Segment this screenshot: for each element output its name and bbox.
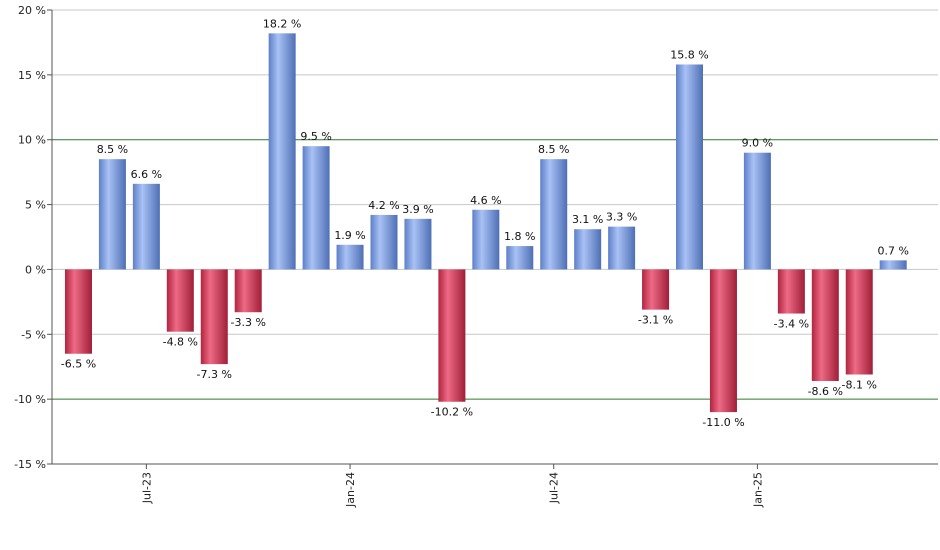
y-tick-label: -10 %	[14, 393, 46, 406]
data-label: -11.0 %	[702, 416, 744, 429]
data-label: 8.5 %	[538, 143, 569, 156]
data-label: 0.7 %	[877, 244, 908, 257]
bar-positive	[540, 159, 568, 270]
data-label: -7.3 %	[197, 368, 232, 381]
data-label: 1.8 %	[504, 230, 535, 243]
data-label: -3.4 %	[774, 318, 809, 331]
bar-positive	[268, 33, 296, 270]
data-label: 15.8 %	[670, 48, 708, 61]
data-label: 3.9 %	[402, 203, 433, 216]
x-tick-label: Jan-25	[751, 472, 764, 508]
bar-negative	[709, 269, 737, 413]
data-label: -8.6 %	[808, 385, 843, 398]
y-tick-label: 10 %	[18, 134, 46, 147]
bar-negative	[166, 269, 194, 332]
y-tick-label: 5 %	[25, 199, 46, 212]
x-tick-label: Jul-24	[548, 472, 561, 504]
bar-positive	[743, 152, 771, 270]
bar-layer	[64, 33, 907, 413]
bar-negative	[64, 269, 92, 354]
data-label: 6.6 %	[131, 168, 162, 181]
bar-positive	[608, 226, 636, 270]
bar-negative	[811, 269, 839, 381]
bar-negative	[777, 269, 805, 314]
data-label: 8.5 %	[97, 143, 128, 156]
x-tick-label: Jul-23	[140, 472, 153, 504]
bar-positive	[676, 64, 704, 270]
bar-negative	[200, 269, 228, 365]
bar-positive	[336, 244, 364, 270]
bar-positive	[506, 246, 534, 270]
data-label: 4.2 %	[368, 199, 399, 212]
data-label: 9.5 %	[300, 130, 331, 143]
bar-negative	[438, 269, 466, 402]
bar-positive	[879, 260, 907, 270]
data-label: -10.2 %	[431, 406, 473, 419]
y-tick-label: 15 %	[18, 69, 46, 82]
data-label: -8.1 %	[842, 378, 877, 391]
y-tick-label: 20 %	[18, 4, 46, 17]
bar-positive	[404, 218, 432, 270]
bar-positive	[302, 146, 330, 270]
data-label: 3.3 %	[606, 211, 637, 224]
bar-positive	[98, 159, 126, 270]
y-tick-label: -5 %	[21, 328, 46, 341]
bar-positive	[472, 209, 500, 270]
y-tick-label: -15 %	[14, 458, 46, 471]
data-label: -3.3 %	[230, 316, 265, 329]
data-label: 1.9 %	[334, 229, 365, 242]
bar-positive	[574, 229, 602, 270]
data-label: 18.2 %	[263, 17, 301, 30]
data-label: 4.6 %	[470, 194, 501, 207]
bar-negative	[234, 269, 262, 313]
bar-positive	[370, 214, 398, 270]
data-label: 9.0 %	[742, 137, 773, 150]
data-label: 3.1 %	[572, 213, 603, 226]
data-label: -3.1 %	[638, 314, 673, 327]
data-label: -4.8 %	[163, 336, 198, 349]
data-label: -6.5 %	[61, 358, 96, 371]
y-tick-label: 0 %	[25, 263, 46, 276]
axis-layer: 20 % 15 % 10 % 5 % 0 % -5 % -10 % -15 % Jul-23 Ja…	[14, 4, 938, 508]
bar-positive	[132, 183, 160, 270]
bar-negative	[845, 269, 873, 375]
bar-negative	[642, 269, 670, 310]
label-layer: -6.5 %8.5 %6.6 %-4.8 %-7.3 %-3.3 %18.2 %…	[61, 17, 909, 429]
x-tick-label: Jan-24	[344, 472, 357, 508]
